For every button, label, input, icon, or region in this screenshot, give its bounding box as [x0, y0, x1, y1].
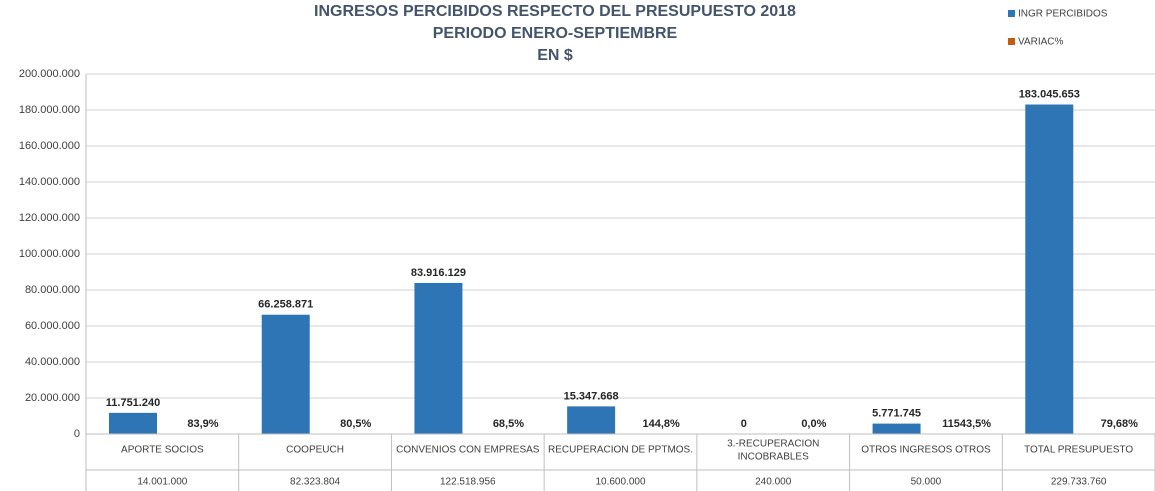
x-tick-label: CONVENIOS CON EMPRESAS — [396, 445, 540, 456]
table-cell: 122.518.956 — [440, 477, 496, 488]
y-tick-label: 180.000.000 — [19, 104, 80, 116]
y-tick-label: 0 — [74, 428, 80, 440]
table-cell: 50.000 — [911, 477, 942, 488]
chart-title: PERIODO ENERO-SEPTIEMBRE — [433, 25, 678, 42]
legend-swatch — [1008, 38, 1015, 45]
data-label: 66.258.871 — [258, 299, 313, 311]
data-label: 5.771.745 — [872, 408, 921, 420]
y-tick-label: 140.000.000 — [19, 176, 80, 188]
data-label: 80,5% — [340, 418, 371, 430]
data-label: 83,9% — [187, 418, 218, 430]
y-tick-label: 100.000.000 — [19, 248, 80, 260]
chart-title: EN $ — [537, 47, 573, 64]
bar — [261, 314, 310, 434]
table-cell: 14.001.000 — [137, 477, 187, 488]
y-tick-label: 200.000.000 — [19, 68, 80, 80]
y-tick-label: 60.000.000 — [25, 320, 80, 332]
table-cell: 10.600.000 — [595, 477, 645, 488]
data-label: 83.916.129 — [411, 267, 466, 279]
y-tick-label: 20.000.000 — [25, 392, 80, 404]
bar — [872, 423, 921, 434]
legend-swatch — [1008, 10, 1015, 17]
data-label: 79,68% — [1101, 418, 1139, 430]
bar — [567, 406, 616, 434]
y-tick-label: 160.000.000 — [19, 140, 80, 152]
legend-label: VARIAC% — [1018, 37, 1063, 48]
chart-title: INGRESOS PERCIBIDOS RESPECTO DEL PRESUPU… — [314, 3, 796, 20]
x-tick-label: COOPEUCH — [286, 445, 344, 456]
data-label: 11.751.240 — [106, 397, 160, 409]
y-tick-label: 80.000.000 — [25, 284, 80, 296]
data-label: 0 — [741, 418, 747, 430]
y-tick-label: 40.000.000 — [25, 356, 80, 368]
data-label: 68,5% — [493, 418, 524, 430]
bar — [1025, 104, 1074, 434]
x-tick-label: APORTE SOCIOS — [121, 445, 204, 456]
bar — [109, 412, 157, 434]
table-cell: 229.733.760 — [1051, 477, 1107, 488]
bar — [414, 282, 463, 434]
data-label: 183.045.653 — [1019, 88, 1080, 100]
legend-label: INGR PERCIBIDOS — [1018, 9, 1108, 20]
data-label: 11543,5% — [942, 418, 991, 430]
data-label: 15.347.668 — [564, 390, 619, 402]
data-label: 144,8% — [642, 418, 680, 430]
x-tick-label: RECUPERACION DE PPTMOS. — [548, 445, 693, 456]
data-label: 0,0% — [801, 418, 826, 430]
table-cell: 82.323.804 — [290, 477, 340, 488]
x-tick-label: INCOBRABLES — [738, 452, 809, 463]
x-tick-label: 3.-RECUPERACION — [727, 439, 819, 450]
table-cell: 240.000 — [755, 477, 792, 488]
x-tick-label: OTROS INGRESOS OTROS — [861, 445, 991, 456]
y-tick-label: 120.000.000 — [19, 212, 80, 224]
x-tick-label: TOTAL PRESUPUESTO — [1024, 445, 1133, 456]
